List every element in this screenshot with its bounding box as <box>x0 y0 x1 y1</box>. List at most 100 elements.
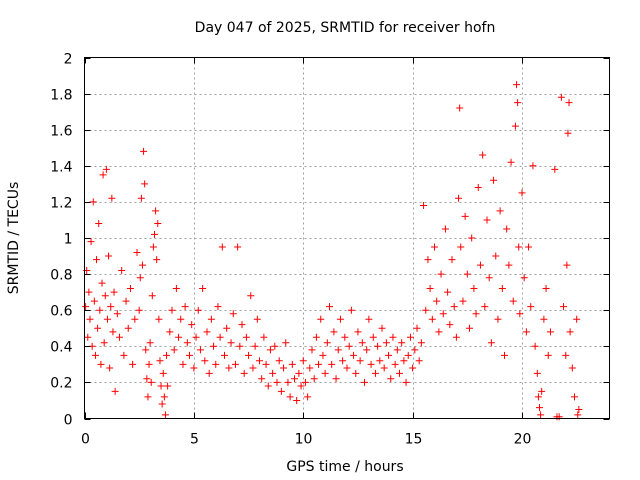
data-point <box>470 285 478 293</box>
y-tick-label: 1 <box>64 232 73 248</box>
data-point <box>120 351 128 359</box>
data-point <box>487 339 495 347</box>
data-point <box>161 411 169 419</box>
data-point <box>212 360 220 368</box>
data-point <box>546 328 554 336</box>
data-point <box>542 285 550 293</box>
data-point <box>393 346 401 354</box>
data-point <box>153 256 161 264</box>
data-point <box>238 321 246 329</box>
data-point <box>441 225 449 233</box>
data-point <box>223 324 231 332</box>
data-point <box>126 285 134 293</box>
data-point <box>108 194 116 202</box>
data-point <box>214 303 222 311</box>
data-point <box>398 339 406 347</box>
data-point <box>227 339 235 347</box>
x-tick-label: 10 <box>295 432 313 448</box>
data-point <box>565 99 573 107</box>
data-point <box>159 369 167 377</box>
data-point <box>141 180 149 188</box>
y-tick-label: 0.6 <box>50 304 72 320</box>
data-point <box>536 404 543 412</box>
data-point <box>107 303 115 311</box>
data-point <box>175 333 183 341</box>
data-point <box>474 183 482 191</box>
data-point <box>166 328 174 336</box>
data-point <box>154 220 162 228</box>
data-point <box>402 378 410 386</box>
data-point <box>376 357 384 365</box>
data-point <box>110 288 118 296</box>
y-tick-label: 2 <box>64 52 73 68</box>
data-point <box>319 351 327 359</box>
y-tick-label: 0.4 <box>50 340 72 356</box>
data-point <box>323 339 331 347</box>
y-tick-label: 0 <box>64 413 73 429</box>
data-point <box>463 270 471 278</box>
data-point <box>306 364 314 372</box>
data-point <box>95 220 103 228</box>
data-point <box>172 285 180 293</box>
data-point <box>103 315 111 323</box>
data-point <box>93 256 101 264</box>
data-point <box>231 360 239 368</box>
data-point <box>544 351 552 359</box>
y-tick-label: 1.2 <box>50 196 72 212</box>
data-point <box>406 333 414 341</box>
data-point <box>116 333 123 341</box>
data-point <box>277 387 285 395</box>
data-point <box>525 243 533 251</box>
data-point <box>409 364 417 372</box>
data-point <box>288 360 296 368</box>
data-point <box>164 382 172 390</box>
data-point <box>99 171 107 179</box>
data-point <box>240 369 248 377</box>
data-point <box>157 382 165 390</box>
data-point <box>293 396 301 404</box>
data-point <box>431 243 438 251</box>
data-point <box>177 315 185 323</box>
data-point <box>356 357 364 365</box>
data-point <box>385 351 393 359</box>
data-point <box>566 328 574 336</box>
data-point <box>476 261 484 269</box>
data-point <box>571 393 578 401</box>
data-point <box>258 375 266 383</box>
data-point <box>527 303 535 311</box>
data-point <box>312 333 320 341</box>
data-point <box>494 315 502 323</box>
data-point <box>113 310 121 318</box>
data-point <box>136 274 144 282</box>
data-point <box>218 243 226 251</box>
data-point <box>146 339 154 347</box>
data-point <box>538 387 546 395</box>
data-point <box>334 346 342 354</box>
data-point <box>343 364 351 372</box>
data-point <box>415 357 423 365</box>
data-point <box>163 351 171 359</box>
x-tick-label: 5 <box>190 432 199 448</box>
data-point <box>574 411 582 419</box>
data-point <box>336 315 344 323</box>
data-point <box>456 104 464 112</box>
data-point <box>516 310 524 318</box>
x-tick-label: 15 <box>405 432 423 448</box>
data-point <box>118 266 126 274</box>
data-point <box>186 351 193 359</box>
data-point <box>568 364 576 372</box>
data-point <box>413 324 421 332</box>
y-tick-label: 1.4 <box>50 160 72 176</box>
data-point <box>426 285 434 293</box>
data-point <box>100 339 108 347</box>
data-point <box>96 306 104 314</box>
data-point <box>551 165 559 173</box>
data-point <box>201 357 209 365</box>
data-point <box>284 378 292 386</box>
data-point <box>98 279 106 287</box>
data-point <box>111 387 119 395</box>
data-point <box>87 238 95 246</box>
data-point <box>446 321 454 329</box>
data-point <box>555 413 563 421</box>
data-point <box>380 364 388 372</box>
